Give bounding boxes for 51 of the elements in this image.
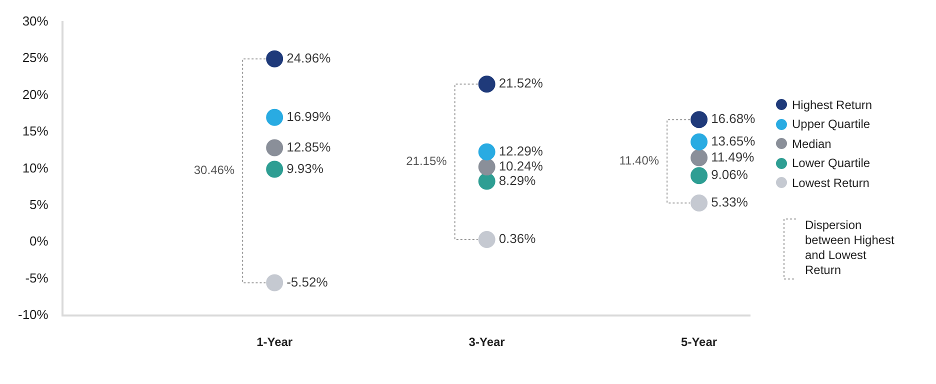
data-label: -5.52%: [286, 274, 328, 290]
point: [690, 111, 708, 128]
data-label: 9.06%: [711, 167, 748, 182]
point: [690, 133, 708, 150]
point: [478, 172, 496, 190]
x-tick-label: 3-Year: [468, 335, 506, 350]
data-label: 12.29%: [498, 143, 544, 158]
x-tick-label: 5-Year: [681, 335, 718, 350]
data-label: 9.93%: [286, 160, 324, 176]
data-label: 16.68%: [711, 111, 756, 126]
legend-label: Upper Quartile: [792, 117, 870, 132]
y-tick-label: -10%: [18, 307, 49, 322]
y-tick-label: 15%: [22, 124, 49, 139]
legend-label: Highest Return: [792, 98, 872, 112]
data-label: 11.49%: [711, 149, 755, 164]
point: [478, 76, 496, 93]
point: [266, 139, 284, 156]
data-label: 5.33%: [711, 194, 748, 210]
text: Dispersion between Highest and Lowest Return: [805, 218, 896, 279]
legend-label: Lowest Return: [792, 176, 870, 190]
data-label: 0.36%: [498, 231, 536, 246]
y-tick-label: 30%: [22, 13, 49, 28]
data-label: 10.24%: [498, 158, 544, 174]
y-tick-label: 0%: [30, 234, 49, 249]
point: [266, 274, 284, 292]
point: [478, 158, 496, 176]
legend-label: Median: [792, 136, 832, 151]
point: [690, 194, 708, 212]
legend-label: Lower Quartile: [792, 156, 870, 170]
y-tick-label: 5%: [30, 197, 49, 212]
data-label: 16.99%: [286, 108, 332, 124]
x-tick-label: 1-Year: [256, 335, 293, 350]
data-label: 12.85%: [286, 139, 332, 154]
point: [478, 231, 496, 248]
point: [478, 143, 496, 160]
point: [690, 149, 708, 166]
point: [266, 160, 284, 178]
point: [266, 50, 284, 68]
annotation: 30.46%: [194, 163, 235, 178]
point: [266, 108, 284, 126]
y-tick-label: 10%: [22, 160, 49, 176]
y-tick-label: -5%: [25, 270, 49, 286]
y-tick-label: 25%: [22, 50, 49, 66]
data-label: 13.65%: [711, 133, 756, 148]
point: [690, 167, 708, 184]
data-label: 8.29%: [498, 172, 536, 188]
annotation: 11.40%: [619, 154, 660, 168]
data-label: 21.52%: [498, 76, 544, 91]
annotation: 21.15%: [406, 154, 448, 168]
data-label: 24.96%: [286, 50, 332, 66]
y-tick-label: 20%: [22, 86, 49, 102]
